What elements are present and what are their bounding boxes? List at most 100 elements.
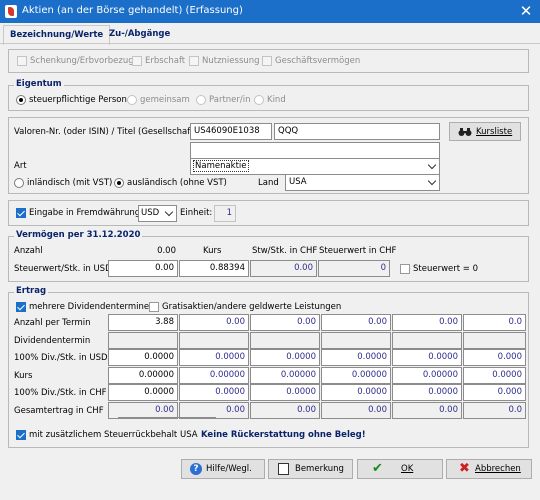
ertrag-cell[interactable]: 0.0000 — [392, 384, 462, 401]
eigentum-steuerpflichtige-radio[interactable] — [16, 95, 26, 105]
steuerwert-usd-input[interactable]: 0.00 — [108, 260, 178, 277]
eigentum-steuerpflichtige-label: steuerpflichtige Person — [29, 95, 127, 105]
security-group — [8, 117, 529, 194]
ertrag-row-label: Gesamtertrag in CHF — [14, 405, 104, 416]
ertrag-cell[interactable]: 0.0000 — [392, 349, 462, 366]
steuerwert-null-checkbox[interactable] — [400, 264, 410, 274]
art-value: Namenaktie — [193, 160, 249, 172]
steuerwert-chf-header: Steuerwert in CHF — [319, 246, 397, 256]
kursliste-button[interactable]: Kursliste — [449, 122, 521, 141]
tab-zu-abgaenge[interactable]: Zu-/Abgänge — [109, 29, 171, 39]
ertrag-cell[interactable]: 0.0000 — [179, 349, 249, 366]
ertrag-row-label: Anzahl per Termin — [14, 318, 91, 328]
eigentum-kind-radio[interactable] — [254, 95, 264, 105]
ertrag-row-label: 100% Div./Stk. in USD — [14, 353, 108, 363]
ertrag-cell[interactable]: 3.88 — [108, 314, 178, 331]
stw-stk-value: 0.00 — [250, 260, 317, 277]
ertrag-cell[interactable] — [108, 331, 178, 349]
binoculars-icon — [458, 128, 472, 136]
ertrag-cell[interactable]: 0.0000 — [463, 366, 526, 384]
ertrag-cell[interactable]: 0.00 — [250, 314, 320, 331]
erbschaft-checkbox[interactable] — [132, 56, 142, 66]
help-icon: ? — [190, 463, 202, 475]
ertrag-row-label: 100% Div./Stk. in CHF — [14, 388, 107, 398]
ertrag-cell[interactable]: 0.00000 — [250, 366, 320, 384]
ertrag-cell[interactable]: 0.0000 — [108, 349, 178, 366]
gratisaktien-checkbox[interactable] — [149, 302, 159, 312]
chevron-down-icon — [427, 160, 437, 170]
eigentum-group — [8, 85, 529, 111]
ertrag-table: Anzahl per Termin Dividendentermin 100% Di… — [14, 314, 526, 419]
mehrere-termine-checkbox[interactable] — [16, 302, 26, 312]
ertrag-cell[interactable]: 0.0000 — [108, 384, 178, 401]
ertrag-cell[interactable]: 0.00 — [321, 314, 391, 331]
table-scrollbar[interactable] — [118, 417, 216, 418]
close-icon[interactable]: ✕ — [519, 2, 533, 20]
fremdwaehrung-checkbox[interactable] — [16, 208, 26, 218]
eigentum-title: Eigentum — [14, 79, 64, 89]
ertrag-cell[interactable]: 0.00 — [392, 314, 462, 331]
eigentum-gemeinsam-radio[interactable] — [127, 95, 137, 105]
bemerkung-label: Bemerkung — [295, 464, 344, 474]
land-select[interactable]: USA — [285, 174, 440, 191]
schenkung-label: Schenkung/Erbvorbezug — [30, 56, 134, 66]
abbrechen-button[interactable]: ✖ Abbrechen — [446, 459, 532, 479]
ertrag-cell[interactable]: 0.00000 — [321, 366, 391, 384]
ertrag-cell[interactable]: 0.000 — [463, 384, 526, 401]
anzahl-value[interactable]: 0.00 — [157, 246, 176, 256]
bemerkung-button[interactable]: Bemerkung — [268, 459, 353, 479]
ertrag-cell[interactable] — [321, 331, 391, 349]
ertrag-cell[interactable]: 0.0000 — [321, 349, 391, 366]
ertrag-cell: 0.0 — [463, 401, 526, 419]
eigentum-partner-radio[interactable] — [196, 95, 206, 105]
chevron-down-icon — [427, 176, 437, 186]
security-second-line-input[interactable] — [190, 142, 440, 159]
note-icon — [278, 463, 289, 475]
ertrag-cell[interactable] — [392, 331, 462, 349]
title-bar: Aktien (an der Börse gehandelt) (Erfassu… — [0, 0, 540, 23]
isin-input[interactable]: US46090E1038 — [190, 123, 272, 140]
ertrag-cell: 0.00 — [392, 401, 462, 419]
einheit-label: Einheit: — [180, 208, 213, 218]
eigentum-gemeinsam-label: gemeinsam — [140, 95, 190, 105]
ertrag-cell[interactable]: 0.00000 — [108, 366, 178, 384]
ok-button[interactable]: ✔ OK — [357, 459, 443, 479]
kurs-input[interactable]: 0.88394 — [179, 260, 249, 277]
chevron-down-icon — [164, 207, 174, 217]
geschaeftsvermoegen-checkbox[interactable] — [262, 56, 272, 66]
ertrag-cell[interactable]: 0.00 — [179, 314, 249, 331]
ertrag-cell[interactable]: 0.000 — [463, 349, 526, 366]
art-label: Art — [14, 161, 27, 171]
ertrag-cell[interactable] — [463, 331, 526, 349]
valoren-label: Valoren-Nr. (oder ISIN) / Titel (Gesells… — [14, 127, 197, 137]
ertrag-cell[interactable]: 0.00000 — [392, 366, 462, 384]
rueckbehalt-checkbox[interactable] — [16, 430, 26, 440]
eigentum-partner-label: Partner/in — [209, 95, 251, 105]
geschaeftsvermoegen-label: Geschäftsvermögen — [275, 56, 361, 66]
hilfe-button[interactable]: ? Hilfe/Wegl. — [181, 459, 265, 479]
ertrag-cell[interactable]: 0.0000 — [250, 384, 320, 401]
einheit-input[interactable]: 1 — [214, 205, 236, 222]
ertrag-cell[interactable]: 0.00000 — [179, 366, 249, 384]
currency-group — [8, 200, 529, 226]
tab-bezeichnung-werte[interactable]: Bezeichnung/Werte — [3, 25, 111, 45]
ertrag-cell[interactable]: 0.0000 — [321, 384, 391, 401]
ertrag-row-label: Dividendentermin — [14, 335, 91, 346]
ertrag-cell[interactable] — [179, 331, 249, 349]
currency-value: USD — [141, 208, 160, 218]
currency-select[interactable]: USD — [138, 205, 177, 222]
nutzniessung-checkbox[interactable] — [189, 56, 199, 66]
ertrag-cell[interactable] — [250, 331, 320, 349]
ertrag-cell[interactable]: 0.0 — [463, 314, 526, 331]
ertrag-cell[interactable]: 0.0000 — [250, 349, 320, 366]
ertrag-cell[interactable]: 0.0000 — [179, 384, 249, 401]
nutzniessung-label: Nutzniessung — [202, 56, 260, 66]
abbrechen-label: Abbrechen — [475, 464, 521, 474]
titel-input[interactable]: QQQ — [274, 123, 440, 140]
inlaendisch-radio[interactable] — [14, 178, 24, 188]
auslaendisch-radio[interactable] — [114, 178, 124, 188]
art-select[interactable]: Namenaktie — [190, 158, 440, 175]
schenkung-checkbox[interactable] — [17, 56, 27, 66]
hilfe-label: Hilfe/Wegl. — [206, 464, 252, 474]
stw-stk-header: Stw/Stk. in CHF — [252, 246, 318, 256]
